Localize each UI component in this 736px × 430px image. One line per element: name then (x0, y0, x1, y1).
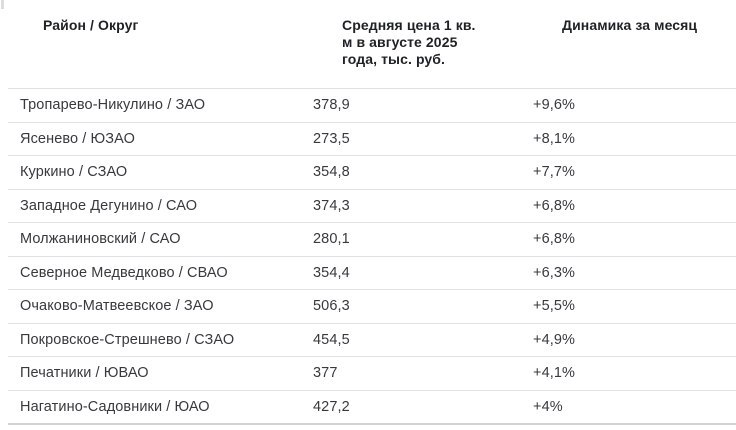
district-cell: Нагатино-Садовники / ЮАО (20, 398, 210, 415)
change-cell: +5,5% (533, 298, 576, 315)
change-cell: +7,7% (533, 164, 576, 181)
district-cell: Покровское-Стрешнево / СЗАО (20, 331, 235, 348)
price-cell: 273,5 (313, 130, 350, 147)
table-header-row: Район / Округ Средняя цена 1 кв. м в авг… (8, 0, 736, 88)
change-cell: +4% (533, 398, 563, 415)
col-header-dynamics: Динамика за месяц (562, 17, 698, 33)
district-cell: Очаково-Матвеевское / ЗАО (20, 298, 214, 315)
col-header-price-line1: Средняя цена 1 кв. (342, 17, 476, 33)
district-cell: Ясенево / ЮЗАО (20, 130, 135, 147)
district-cell: Печатники / ЮВАО (20, 365, 149, 382)
price-cell: 354,8 (313, 164, 350, 181)
table-row: Ясенево / ЮЗАО 273,5 +8,1% (8, 121, 736, 156)
change-cell: +4,1% (533, 365, 576, 382)
price-cell: 280,1 (313, 231, 350, 248)
col-header-price-line2: м в августе 2025 (342, 34, 458, 50)
price-cell: 377 (313, 365, 338, 382)
change-cell: +8,1% (533, 130, 576, 147)
price-cell: 427,2 (313, 398, 350, 415)
price-cell: 354,4 (313, 264, 350, 281)
price-table: Район / Округ Средняя цена 1 кв. м в авг… (8, 0, 736, 425)
table-row: Тропарево-Никулино / ЗАО 378,9 +9,6% (8, 88, 736, 122)
price-cell: 506,3 (313, 298, 350, 315)
col-header-price-line3: года, тыс. руб. (342, 51, 446, 67)
district-cell: Западное Дегунино / САО (20, 197, 198, 214)
table-row: Покровское-Стрешнево / СЗАО 454,5 +4,9% (8, 322, 736, 357)
col-header-district: Район / Округ (43, 17, 139, 33)
table-row: Нагатино-Садовники / ЮАО 427,2 +4% (8, 389, 736, 424)
change-cell: +6,8% (533, 231, 576, 248)
district-cell: Тропарево-Никулино / ЗАО (20, 97, 206, 114)
table-row: Очаково-Матвеевское / ЗАО 506,3 +5,5% (8, 289, 736, 323)
col-header-price: Средняя цена 1 кв. м в августе 2025 года… (313, 17, 533, 68)
price-cell: 454,5 (313, 331, 350, 348)
table-row: Печатники / ЮВАО 377 +4,1% (8, 356, 736, 390)
change-cell: +6,8% (533, 197, 576, 214)
district-cell: Северное Медведково / СВАО (20, 264, 228, 281)
district-cell: Молжаниновский / САО (20, 231, 181, 248)
price-cell: 378,9 (313, 97, 350, 114)
table-row: Куркино / СЗАО 354,8 +7,7% (8, 155, 736, 189)
screen-edge-artifact (1, 0, 4, 9)
table-row: Западное Дегунино / САО 374,3 +6,8% (8, 188, 736, 223)
change-cell: +9,6% (533, 97, 576, 114)
change-cell: +4,9% (533, 331, 576, 348)
change-cell: +6,3% (533, 264, 576, 281)
table-row: Молжаниновский / САО 280,1 +6,8% (8, 222, 736, 256)
table-row: Северное Медведково / СВАО 354,4 +6,3% (8, 255, 736, 290)
district-cell: Куркино / СЗАО (20, 164, 128, 181)
price-cell: 374,3 (313, 197, 350, 214)
